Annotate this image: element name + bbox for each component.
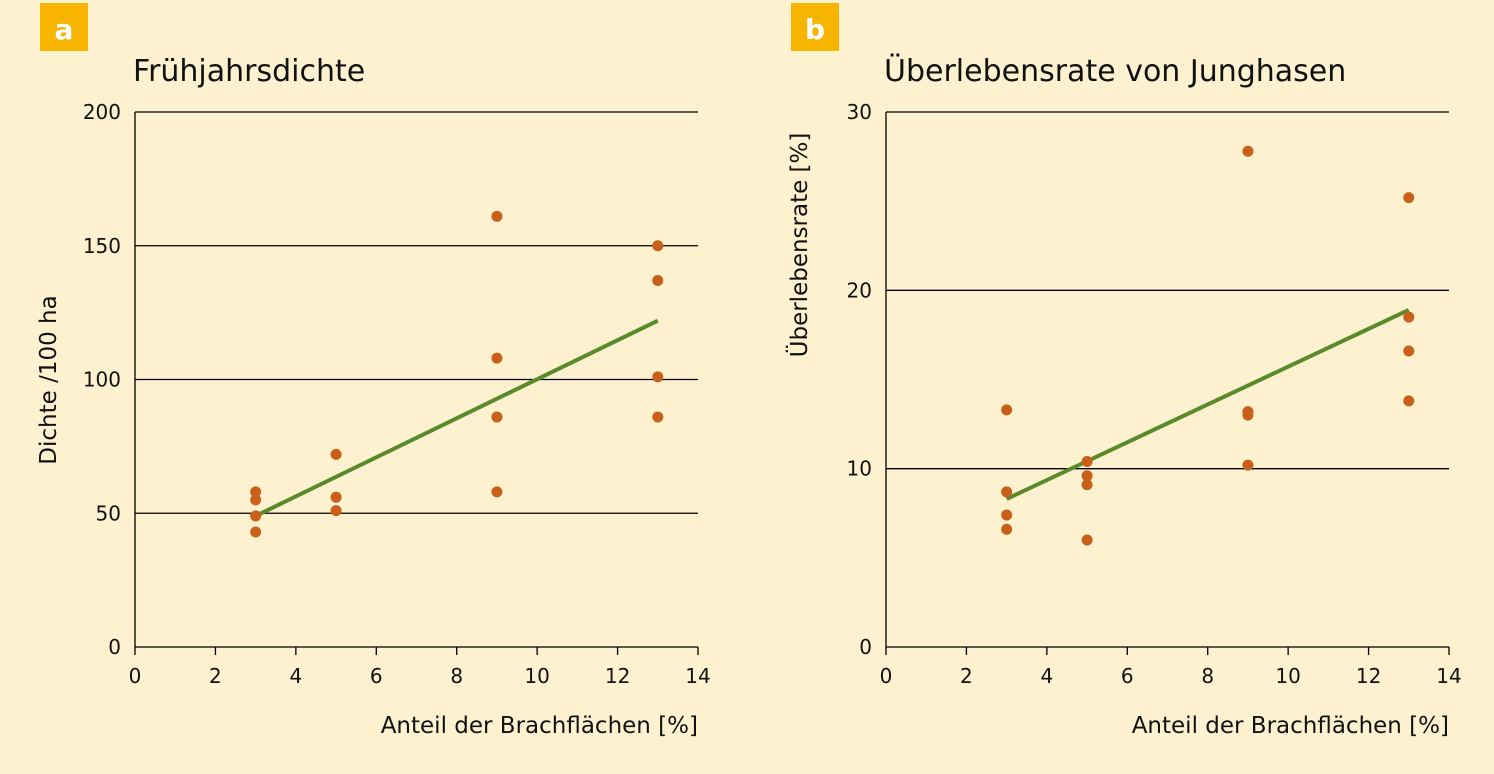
panel-b-data-point: [1403, 395, 1415, 407]
panel-a-x-tick-label-3: 6: [370, 664, 383, 688]
panel-a-x-tick-label-2: 4: [289, 664, 302, 688]
panel-b-badge-label: b: [805, 13, 825, 46]
panel-a-y-tick-label-3: 150: [83, 234, 121, 258]
panel-a-badge-label: a: [55, 13, 74, 46]
panel-a-plot: 0 2 4 6 8 10 12 14 0 50 100 150 200: [83, 100, 711, 688]
panel-b-plot: 0 2 4 6 8 10 12 14 0 10 20 30: [847, 100, 1462, 688]
panel-b-xlabel: Anteil der Brachflächen [%]: [1132, 713, 1449, 739]
panel-b-x-tick-label-7: 14: [1436, 664, 1461, 688]
panel-b-badge: [791, 3, 839, 51]
panel-b-data-point: [1081, 470, 1093, 482]
panel-b-x-tick-label-2: 4: [1040, 664, 1053, 688]
panel-a-data-point: [491, 411, 503, 423]
panel-b-data-point: [1001, 523, 1013, 535]
panel-b-data-point: [1081, 534, 1093, 546]
panel-b-x-tick-label-3: 6: [1121, 664, 1134, 688]
panel-a-x-tick-label-4: 8: [450, 664, 463, 688]
panel-a-badge: [40, 3, 88, 51]
panel-b-data-point: [1242, 459, 1254, 471]
panel-b-y-tick-label-2: 20: [847, 278, 872, 302]
panel-a-x-tick-label-5: 10: [524, 664, 549, 688]
panel-a-y-tick-label-2: 100: [83, 368, 121, 392]
panel-a-data-point: [250, 510, 262, 522]
panel-a-x-tick-label-0: 0: [129, 664, 142, 688]
panel-a-data-point: [250, 494, 262, 506]
panel-a-y-tick-label-1: 50: [96, 501, 121, 525]
panel-a-data-point: [491, 486, 503, 498]
panel-a-data-point: [652, 275, 664, 287]
panel-b-y-tick-label-1: 10: [847, 457, 872, 481]
panel-a-data-point: [250, 486, 262, 498]
panel-b: b Überlebensrate von Junghasen Überleben…: [785, 3, 1462, 739]
panel-a-data-point: [250, 526, 262, 538]
panel-a-data-point: [330, 448, 342, 460]
panel-b-y-tick-label-3: 30: [847, 100, 872, 124]
panel-b-data-point: [1001, 509, 1013, 521]
panel-b-x-tick-label-5: 10: [1275, 664, 1300, 688]
panel-b-data-point: [1403, 192, 1415, 204]
panel-a-x-tick-label-1: 2: [209, 664, 222, 688]
panel-b-data-point: [1242, 409, 1254, 421]
panel-b-x-tick-label-0: 0: [880, 664, 893, 688]
panel-b-data-point: [1001, 486, 1013, 498]
panel-a-x-tick-label-6: 12: [605, 664, 630, 688]
panel-b-x-tick-label-1: 2: [960, 664, 973, 688]
panel-b-trend-line: [1005, 308, 1410, 501]
panel-a-data-point: [652, 240, 664, 252]
panel-a: a Frühjahrsdichte Dichte /100 ha Anteil …: [36, 3, 711, 739]
panel-a-data-point: [491, 210, 503, 222]
panel-a-xlabel: Anteil der Brachflächen [%]: [381, 713, 698, 739]
panel-b-data-point: [1081, 456, 1093, 468]
panel-b-data-point: [1403, 345, 1415, 357]
panel-a-data-point: [491, 352, 503, 364]
panel-b-data-point: [1081, 479, 1093, 491]
panel-a-y-tick-label-0: 0: [108, 635, 121, 659]
panel-a-trend-line: [254, 318, 659, 518]
panel-a-data-point: [330, 491, 342, 503]
panel-a-title: Frühjahrsdichte: [133, 54, 365, 89]
panel-b-x-tick-label-6: 12: [1356, 664, 1381, 688]
panel-a-data-point: [330, 505, 342, 517]
panel-a-data-point: [652, 371, 664, 383]
panel-a-y-tick-label-4: 200: [83, 100, 121, 124]
panel-a-x-tick-label-7: 14: [685, 664, 710, 688]
panel-a-data-point: [652, 411, 664, 423]
panel-b-data-point: [1242, 145, 1254, 157]
panel-b-y-tick-label-0: 0: [859, 635, 872, 659]
panel-b-x-tick-label-4: 8: [1201, 664, 1214, 688]
panel-b-data-point: [1403, 311, 1415, 323]
panel-b-ylabel: Überlebensrate [%]: [785, 133, 813, 358]
panel-b-title: Überlebensrate von Junghasen: [884, 53, 1346, 89]
panel-b-data-point: [1001, 404, 1013, 416]
panel-a-ylabel: Dichte /100 ha: [36, 295, 62, 464]
